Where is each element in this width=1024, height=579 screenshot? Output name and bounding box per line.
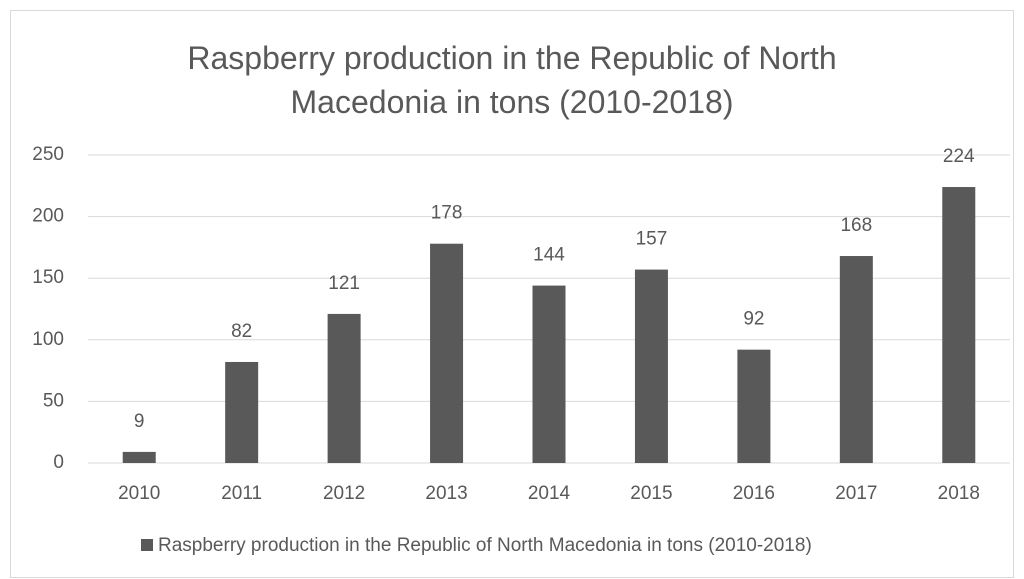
- x-tick-label: 2016: [733, 483, 775, 504]
- x-tick-label: 2015: [630, 483, 672, 504]
- x-tick-label: 2014: [528, 483, 571, 504]
- data-label: 144: [533, 245, 565, 266]
- data-label: 224: [943, 146, 975, 167]
- bar: [942, 187, 976, 464]
- y-tick-label: 150: [32, 267, 64, 288]
- chart-border: [10, 10, 1014, 578]
- bar: [839, 256, 873, 463]
- y-tick-label: 50: [43, 390, 64, 411]
- x-tick-label: 2010: [118, 483, 160, 504]
- data-label: 157: [636, 229, 668, 250]
- x-tick-label: 2011: [221, 483, 262, 504]
- data-label: 92: [743, 309, 764, 330]
- bar: [532, 285, 566, 463]
- data-label: 121: [328, 273, 360, 294]
- bar: [634, 269, 668, 463]
- data-label: 9: [134, 411, 145, 432]
- x-tick-label: 2013: [425, 483, 467, 504]
- bar: [225, 361, 259, 463]
- data-label: 168: [840, 215, 872, 236]
- y-tick-label: 100: [32, 329, 64, 350]
- y-tick-label: 0: [53, 452, 64, 473]
- legend-label: Raspberry production in the Republic of …: [158, 535, 812, 556]
- legend-swatch: [141, 539, 153, 551]
- bar: [430, 243, 464, 463]
- chart-title: Raspberry production in the Republic of …: [187, 40, 837, 120]
- bar: [327, 313, 361, 463]
- y-tick-label: 250: [32, 144, 64, 165]
- x-tick-label: 2018: [938, 483, 980, 504]
- data-label: 178: [431, 203, 463, 224]
- x-tick-label: 2017: [835, 483, 877, 504]
- bar: [122, 451, 156, 463]
- y-tick-label: 200: [32, 206, 64, 227]
- bar: [737, 349, 771, 463]
- data-label: 82: [231, 321, 252, 342]
- x-tick-label: 2012: [323, 483, 365, 504]
